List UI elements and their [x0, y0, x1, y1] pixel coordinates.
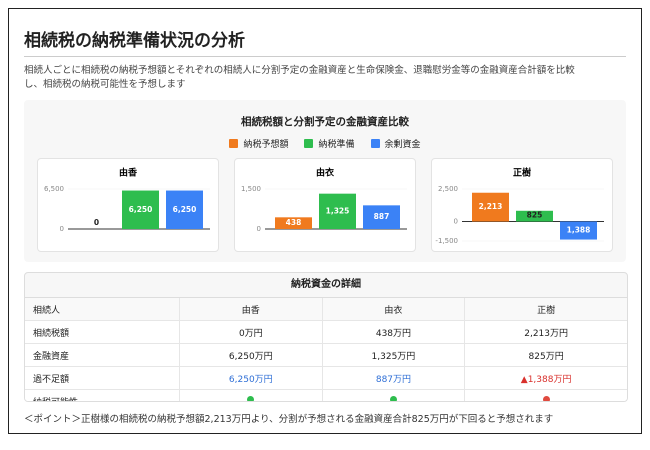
header-cell: 由衣 [321, 298, 465, 321]
cell: 887万円 [321, 366, 465, 390]
value-label: 0 [94, 218, 99, 227]
frame [8, 8, 642, 434]
cell: 438万円 [321, 320, 465, 344]
legend-item: 余剰資金 [370, 139, 421, 150]
bar [472, 192, 509, 222]
header-cell: 正樹 [464, 298, 627, 321]
legend-label: 納税準備 [318, 140, 355, 150]
table-section: 納税資金の詳細 相続人 由香 由衣 正樹 相続税額 0万円 438万円 2,21… [24, 272, 628, 402]
chart-panel: 由香 6,500 0 0 6,250 6,250 [37, 158, 219, 252]
cell: 相続税額 [25, 320, 180, 344]
bar [363, 205, 400, 229]
chart-title: 由衣 [316, 167, 334, 179]
status-dot [389, 396, 397, 401]
cell: 過不足額 [25, 366, 180, 390]
value-label: 1,388 [567, 226, 591, 235]
legend-item: 納税準備 [304, 139, 355, 150]
cell: 2,213万円 [464, 320, 627, 344]
legend-item: 納税予想額 [229, 139, 289, 150]
cell: 6,250万円 [179, 343, 323, 367]
cell: ▲1,388万円 [464, 366, 627, 390]
bar [560, 221, 597, 240]
legend-swatch [304, 139, 314, 148]
y-tick-label: 1,500 [241, 185, 261, 193]
cell [179, 389, 323, 401]
status-dot [247, 396, 255, 401]
table-title: 納税資金の詳細 [25, 273, 627, 298]
legend-label: 余剰資金 [384, 140, 421, 150]
chart-panel: 正樹 2,500 0 -1,500 2,213 825 1,388 [431, 158, 613, 252]
bar [166, 190, 203, 229]
divider [24, 56, 626, 57]
table-row: 相続税額 0万円 438万円 2,213万円 [25, 320, 627, 344]
value-label: 887 [374, 212, 390, 221]
table: 相続人 由香 由衣 正樹 相続税額 0万円 438万円 2,213万円 金融資産… [25, 298, 627, 401]
cell: 金融資産 [25, 343, 180, 367]
legend-swatch [370, 139, 380, 148]
chart: 由衣 1,500 0 438 1,325 887 [241, 167, 407, 233]
page-title: 相続税の納税準備状況の分析 [24, 31, 245, 51]
y-tick-label: 0 [454, 218, 458, 226]
y-tick-label: 0 [60, 225, 64, 233]
bar [275, 217, 312, 229]
cell: 1,325万円 [321, 343, 465, 367]
section-title: 相続税額と分割予定の金融資産比較 [241, 116, 409, 128]
table-row: 納税可能性 [25, 389, 627, 401]
table-header: 相続人 由香 由衣 正樹 [25, 298, 627, 321]
value-label: 825 [527, 211, 543, 220]
cell: 0万円 [179, 320, 323, 344]
bar [319, 193, 356, 229]
legend-swatch [229, 139, 239, 148]
chart: 由香 6,500 0 0 6,250 6,250 [44, 167, 210, 233]
y-tick-label: 6,500 [44, 185, 64, 193]
bar [516, 210, 553, 222]
value-label: 1,325 [326, 206, 350, 215]
chart-title: 正樹 [513, 167, 531, 179]
description: 相続人ごとに相続税の納税予想額とそれぞれの相続人に分割予定の金融資産と生命保険金… [24, 65, 575, 90]
chart-panel: 由衣 1,500 0 438 1,325 887 [234, 158, 416, 252]
cell [321, 389, 465, 401]
header-cell: 由香 [179, 298, 323, 321]
chart-section: 相続税額と分割予定の金融資産比較 納税予想額 納税準備 余剰資金 由香 6,500 0 0… [24, 100, 626, 262]
value-label: 6,250 [129, 205, 153, 214]
bar [122, 190, 159, 229]
header-cell: 相続人 [25, 298, 180, 321]
status-dot [542, 396, 550, 401]
y-tick-label: 2,500 [438, 185, 458, 193]
chart: 正樹 2,500 0 -1,500 2,213 825 1,388 [435, 167, 604, 245]
value-label: 6,250 [173, 205, 197, 214]
chart-title: 由香 [119, 167, 138, 179]
table-row: 過不足額 6,250万円 887万円 ▲1,388万円 [25, 366, 627, 390]
table-row: 金融資産 6,250万円 1,325万円 825万円 [25, 343, 627, 367]
y-tick-label: -1,500 [435, 237, 458, 245]
cell [464, 389, 627, 401]
cell: 6,250万円 [179, 366, 323, 390]
y-tick-label: 0 [257, 225, 261, 233]
legend-label: 納税予想額 [243, 140, 289, 150]
cell: 825万円 [464, 343, 627, 367]
cell: 納税可能性 [25, 389, 180, 401]
legend: 納税予想額 納税準備 余剰資金 [24, 137, 626, 150]
value-label: 438 [286, 218, 302, 227]
note: ＜ポイント＞正樹様の相続税の納税予想額2,213万円より、分割が予想される金融資… [24, 414, 554, 425]
value-label: 2,213 [479, 202, 503, 211]
